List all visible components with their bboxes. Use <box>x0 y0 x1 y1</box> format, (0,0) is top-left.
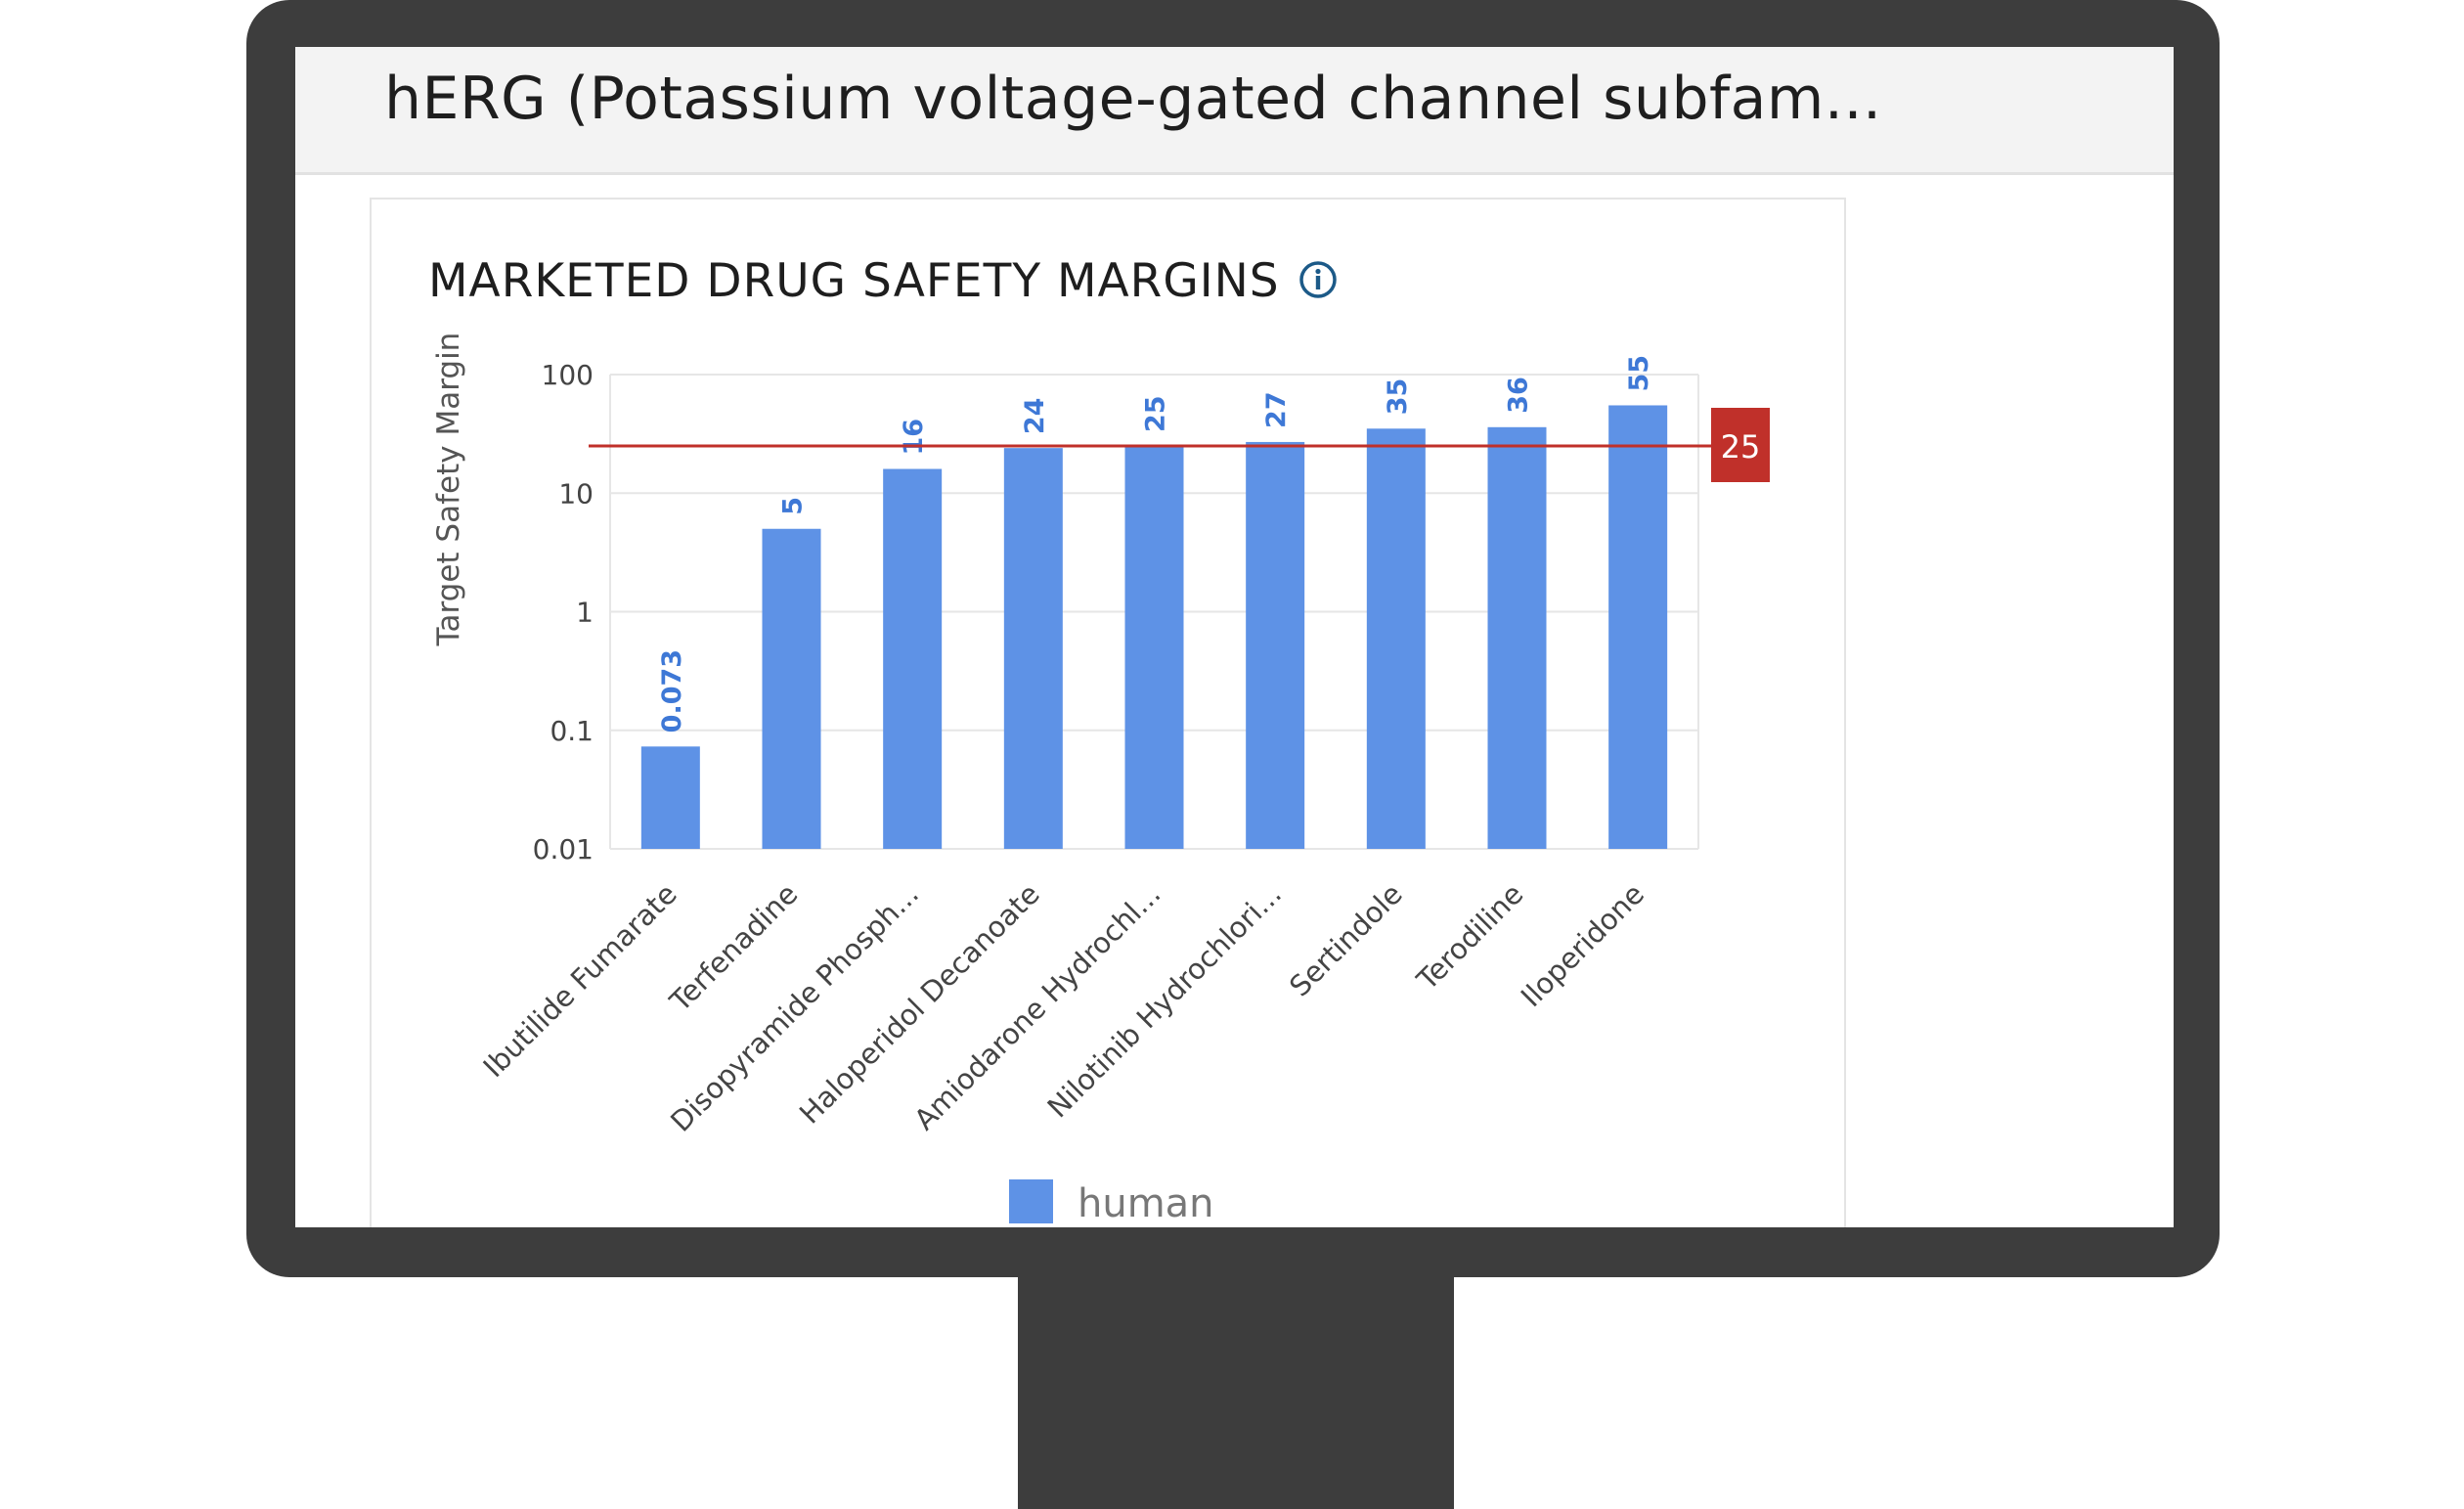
threshold: 25 <box>589 407 1770 482</box>
bar-value-label: 5 <box>778 497 809 515</box>
bar[interactable] <box>1246 441 1305 849</box>
bar-value-label: 35 <box>1383 378 1413 416</box>
y-axis-label: Target Safety Margin <box>431 333 466 647</box>
legend-label: human <box>1078 1181 1214 1226</box>
x-tick-label: Disopyramide Phosph... <box>664 877 925 1138</box>
bar[interactable] <box>762 528 821 849</box>
chart-title: MARKETED DRUG SAFETY MARGINS <box>428 254 1280 308</box>
y-tick-label: 100 <box>542 359 594 391</box>
bar-value-label: 25 <box>1141 395 1171 432</box>
x-axis-ticks: Ibutilide FumarateTerfenadineDisopyramid… <box>477 877 1651 1138</box>
bar-value-label: 16 <box>899 419 929 456</box>
y-tick-label: 0.1 <box>550 715 594 747</box>
bar[interactable] <box>1487 426 1547 849</box>
y-axis-ticks: 100 10 1 0.1 0.01 <box>533 359 594 865</box>
chart: 100 10 1 0.1 0.01 Target Safety Margin 0.073… <box>431 333 1770 1226</box>
legend[interactable]: human <box>1009 1179 1214 1226</box>
bar-value-label: 36 <box>1504 377 1534 414</box>
page-title: hERG (Potassium voltage-gated channel su… <box>384 65 1882 133</box>
x-tick-label: Haloperidol Decanoate <box>793 877 1046 1131</box>
value-labels: 0.073 5 16 24 25 27 35 36 55 <box>657 355 1654 732</box>
x-tick-label: Nilotinib Hydrochlori... <box>1041 877 1289 1125</box>
bar-value-label: 27 <box>1261 391 1292 428</box>
y-tick-label: 1 <box>576 597 594 629</box>
screen: hERG (Potassium voltage-gated channel su… <box>295 47 2174 1227</box>
x-tick-label: Sertindole <box>1283 877 1409 1003</box>
header-bar: hERG (Potassium voltage-gated channel su… <box>295 47 2174 175</box>
x-tick-label: Terodiline <box>1410 877 1530 998</box>
info-circle-icon[interactable] <box>1298 260 1338 299</box>
bar-value-label: 0.073 <box>657 649 687 732</box>
x-tick-label: Amiodarone Hydrochl... <box>907 877 1166 1136</box>
bar[interactable] <box>640 746 700 849</box>
bar[interactable] <box>1608 405 1668 849</box>
bar[interactable] <box>1366 428 1426 849</box>
bar[interactable] <box>1124 445 1184 849</box>
y-tick-label: 10 <box>558 477 594 510</box>
y-tick-label: 0.01 <box>533 833 594 865</box>
threshold-badge <box>1711 407 1770 482</box>
bar[interactable] <box>1003 448 1063 849</box>
bar-value-label: 24 <box>1020 398 1050 435</box>
bar-value-label: 55 <box>1624 355 1654 392</box>
x-tick-label: Ibutilide Fumarate <box>477 877 683 1084</box>
legend-swatch <box>1009 1179 1053 1223</box>
threshold-label: 25 <box>1721 428 1761 466</box>
chart-card <box>370 198 1846 1227</box>
monitor-stand <box>1018 1277 1454 1509</box>
x-tick-label: Iloperidone <box>1515 877 1650 1013</box>
bars <box>640 405 1668 849</box>
bar[interactable] <box>883 468 943 849</box>
